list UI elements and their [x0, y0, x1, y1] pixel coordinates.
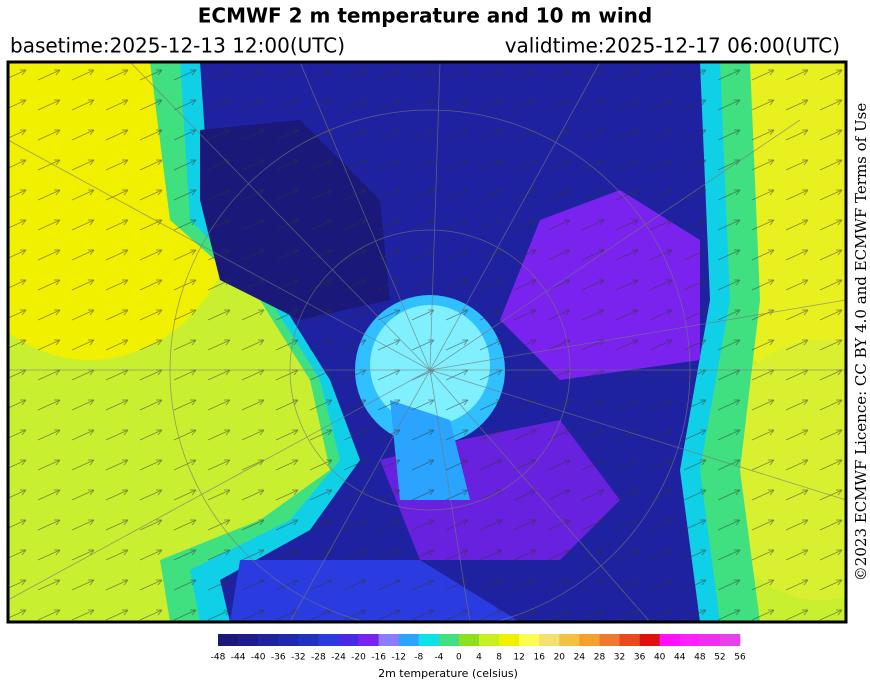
colorbar-segment — [699, 634, 721, 646]
colorbar-segment — [378, 634, 399, 646]
colorbar-segment — [238, 634, 259, 646]
colorbar-tick-label: 8 — [496, 653, 502, 663]
colorbar-segment — [559, 634, 580, 646]
colorbar-tick-label: -48 — [211, 653, 226, 663]
colorbar-tick-label: 20 — [554, 653, 566, 663]
validtime: validtime:2025-12-17 06:00(UTC) — [505, 34, 840, 58]
colorbar-tick-label: -32 — [291, 653, 306, 663]
colorbar-segment — [499, 634, 520, 646]
colorbar-tick-label: 12 — [513, 653, 524, 663]
colorbar-tick-label: 32 — [614, 653, 625, 663]
colorbar-tick-label: 16 — [534, 653, 546, 663]
colorbar-segment — [539, 634, 560, 646]
colorbar-tick-label: 36 — [634, 653, 646, 663]
colorbar-segment — [719, 634, 741, 646]
colorbar-segment — [338, 634, 359, 646]
colorbar-tick-label: -24 — [331, 653, 346, 663]
colorbar-segment — [278, 634, 299, 646]
map — [8, 62, 846, 622]
colorbar-segment — [458, 634, 480, 646]
colorbar-tick-label: -20 — [351, 653, 366, 663]
colorbar-tick-label: -12 — [391, 653, 406, 663]
title: ECMWF 2 m temperature and 10 m wind — [198, 4, 653, 28]
map-frame — [6, 60, 848, 624]
colorbar-segment — [358, 634, 379, 646]
colorbar-tick-label: 4 — [476, 653, 482, 663]
colorbar-tick-label: -16 — [371, 653, 386, 663]
colorbar-tick-label: -4 — [434, 653, 443, 663]
colorbar-tick-label: 48 — [694, 653, 706, 663]
colorbar-segment — [519, 634, 540, 646]
colorbar-segment — [298, 634, 319, 646]
colorbar-tick-label: 28 — [594, 653, 606, 663]
colorbar-segment — [599, 634, 620, 646]
colorbar-tick-label: -36 — [271, 653, 286, 663]
colorbar-tick-label: -44 — [231, 653, 246, 663]
colorbar-title: 2m temperature (celsius) — [378, 667, 518, 680]
colorbar-segment — [619, 634, 640, 646]
colorbar-tick-label: 0 — [456, 653, 462, 663]
colorbar: -48 -44 -40 -36 -32 -28 -24 -20 -16 -12 -8 -4 0 4 8 12 1… — [211, 634, 746, 663]
colorbar-segment — [398, 634, 420, 646]
colorbar-tick-label: 56 — [734, 653, 746, 663]
basetime: basetime:2025-12-13 12:00(UTC) — [10, 34, 345, 58]
colorbar-segment — [438, 634, 460, 646]
credit: ©2023 ECMWF Licence: CC BY 4.0 and ECMWF… — [852, 103, 870, 582]
colorbar-segment — [258, 634, 279, 646]
colorbar-segment — [479, 634, 500, 646]
colorbar-segment — [218, 634, 239, 646]
colorbar-tick-label: -8 — [414, 653, 423, 663]
colorbar-segment — [679, 634, 701, 646]
colorbar-segment — [418, 634, 440, 646]
colorbar-tick-label: -40 — [251, 653, 266, 663]
colorbar-tick-label: 52 — [714, 653, 725, 663]
colorbar-segment — [639, 634, 660, 646]
colorbar-segment — [579, 634, 600, 646]
colorbar-tick-label: 24 — [574, 653, 586, 663]
colorbar-segment — [318, 634, 339, 646]
colorbar-segment — [659, 634, 681, 646]
colorbar-tick-label: -28 — [311, 653, 326, 663]
colorbar-tick-label: 40 — [654, 653, 666, 663]
colorbar-tick-label: 44 — [674, 653, 686, 663]
